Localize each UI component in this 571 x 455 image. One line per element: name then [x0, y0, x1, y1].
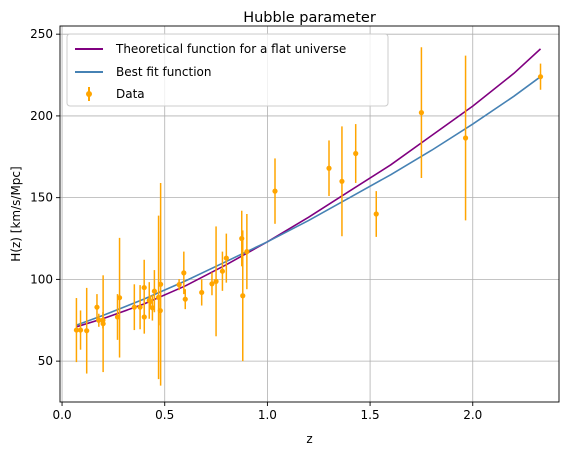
y-tick-label: 250 [30, 27, 53, 41]
data-marker [94, 304, 100, 310]
data-marker [353, 150, 359, 157]
legend-fit-label: Best fit function [116, 65, 211, 79]
legend: Theoretical function for a flat universe… [66, 33, 389, 107]
data-point [240, 230, 246, 362]
data-marker [223, 255, 229, 261]
data-marker [114, 314, 121, 320]
x-tick-label: 1.0 [258, 408, 277, 422]
plot-frame [59, 25, 560, 403]
data-point [94, 294, 100, 321]
data-marker [158, 281, 164, 287]
data-point [272, 158, 278, 224]
data-marker [219, 268, 226, 274]
y-tick-label: 150 [30, 191, 53, 205]
data-marker [182, 296, 188, 302]
data-point [418, 47, 425, 179]
data-marker [181, 270, 187, 276]
legend-data-swatch-marker [86, 91, 92, 97]
data-marker [240, 293, 246, 299]
data-point [131, 284, 137, 331]
data-point [213, 226, 219, 337]
data-marker [199, 289, 205, 296]
y-ticks: 50 100 150 200 250 [30, 27, 60, 368]
data-point [176, 279, 182, 291]
data-marker [131, 304, 137, 310]
data-point [244, 214, 250, 290]
y-axis-label: H(z) [km/s/Mpc] [9, 166, 23, 261]
data-point [339, 126, 345, 237]
data-marker [137, 304, 143, 310]
data-marker [418, 110, 425, 116]
data-marker [84, 328, 90, 334]
x-tick-label: 2.0 [463, 408, 482, 422]
data-marker [141, 284, 147, 291]
x-tick-label: 0.0 [53, 408, 72, 422]
legend-data-label: Data [116, 87, 145, 101]
data-point [100, 275, 106, 373]
x-tick-label: 0.5 [155, 408, 174, 422]
data-marker [326, 165, 332, 171]
data-point [151, 270, 157, 313]
data-marker [147, 298, 153, 305]
data-point [73, 298, 80, 363]
data-point [462, 55, 469, 221]
data-point [219, 251, 226, 291]
series-layer [73, 47, 544, 386]
data-point [353, 124, 359, 183]
data-point [373, 191, 379, 237]
chart-title: Hubble parameter [243, 10, 376, 26]
x-tick-label: 1.5 [361, 408, 380, 422]
data-point [182, 289, 188, 310]
data-point [77, 310, 84, 350]
data-marker [100, 321, 106, 327]
data-marker [116, 295, 123, 301]
data-point [209, 272, 215, 296]
data-marker [239, 235, 245, 242]
data-point [141, 300, 147, 334]
data-marker [339, 178, 345, 184]
legend-box [66, 33, 389, 107]
data-marker [176, 282, 182, 288]
data-marker [73, 327, 80, 333]
data-marker [373, 211, 379, 217]
data-point [181, 251, 187, 295]
data-point [96, 313, 102, 327]
y-tick-label: 200 [30, 109, 53, 123]
data-marker [141, 314, 147, 320]
data-marker [272, 188, 278, 194]
data-marker [537, 74, 544, 80]
data-marker [77, 327, 84, 333]
data-marker [96, 317, 102, 323]
data-point [223, 233, 229, 283]
data-point [147, 295, 153, 308]
data-marker [462, 135, 469, 141]
data-point [199, 279, 205, 306]
y-tick-label: 100 [30, 272, 53, 286]
data-marker [213, 278, 219, 284]
x-axis-label: z [306, 432, 312, 446]
x-ticks: 0.0 0.5 1.0 1.5 2.0 [53, 402, 482, 422]
legend-theory-label: Theoretical function for a flat universe [115, 42, 346, 56]
data-point [137, 285, 143, 330]
data-point [84, 287, 90, 374]
data-marker [244, 249, 250, 255]
data-point [326, 140, 332, 197]
data-point [537, 63, 544, 90]
data-marker [209, 281, 215, 287]
data-point [158, 182, 164, 386]
y-tick-label: 50 [38, 354, 53, 368]
data-point [116, 237, 123, 358]
data-marker [151, 288, 157, 294]
data-point [114, 294, 121, 340]
